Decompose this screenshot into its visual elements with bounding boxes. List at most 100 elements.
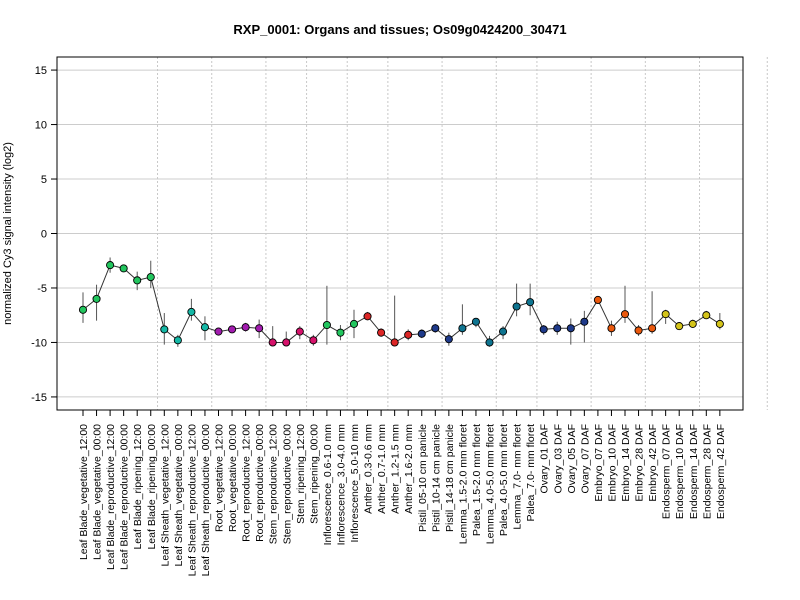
x-tick-label: Embryo_42 DAF	[647, 424, 659, 502]
x-tick-label: Leaf Sheath_vegetative_12:00	[159, 424, 171, 567]
data-point	[417, 329, 426, 338]
data-point	[78, 305, 88, 314]
data-point	[404, 330, 413, 339]
y-tick-label: 0	[41, 229, 47, 241]
data-point	[471, 317, 481, 326]
x-tick-label: Anther_0.3-0.6 mm	[363, 424, 375, 514]
x-tick-label: Palea_4.0-5.0 mm floret	[498, 424, 510, 536]
x-tick-label: Stem_ripening_00:00	[308, 424, 320, 524]
data-point	[715, 319, 724, 328]
x-tick-label: Root_reproductive_12:00	[241, 424, 253, 542]
x-tick-label: Palea_1.5-2.0 mm floret	[471, 424, 483, 536]
x-tick-label: Embryo_10 DAF	[606, 424, 618, 502]
data-points	[78, 261, 724, 347]
y-tick-label: -10	[31, 337, 47, 349]
plot-frame	[56, 56, 744, 411]
x-tick-label: Leaf Blade_vegetative_12:00	[78, 424, 90, 560]
y-axis-label: normalized Cy3 signal intensity (log2)	[2, 142, 14, 325]
y-tick-label: -5	[37, 283, 47, 295]
x-tick-label: Endosperm_28 DAF	[701, 424, 713, 519]
x-axis: Leaf Blade_vegetative_12:00 Leaf Blade_ve…	[78, 410, 727, 576]
x-tick-label: Leaf Blade_ripening_12:00	[132, 424, 144, 550]
x-tick-label: Ovary_01 DAF	[539, 424, 551, 493]
x-tick-label: Anther_0.7-1.0 mm	[376, 424, 388, 514]
data-point	[363, 312, 372, 321]
x-tick-label: Endosperm_10 DAF	[674, 424, 686, 519]
data-point	[512, 302, 521, 311]
data-point	[444, 335, 453, 344]
x-tick-label: Leaf Blade_reproductive_12:00	[105, 424, 117, 570]
x-tick-label: Palea_7.0- mm floret	[525, 424, 537, 522]
x-tick-label: Endosperm_14 DAF	[688, 424, 700, 519]
chart-title: RXP_0001: Organs and tissues; Os09g04242…	[233, 22, 566, 37]
data-point	[580, 317, 589, 326]
data-point	[119, 264, 128, 273]
x-tick-label: Anther_1.2-1.5 mm	[390, 424, 402, 514]
y-tick-label: 5	[41, 174, 47, 186]
data-point	[92, 294, 101, 303]
data-point	[268, 338, 277, 347]
x-tick-label: Inflorescence_3.0-4.0 mm	[335, 424, 347, 546]
x-tick-label: Embryo_14 DAF	[620, 424, 632, 502]
data-point	[498, 327, 508, 336]
data-point	[458, 324, 467, 333]
data-point	[282, 338, 291, 347]
data-point	[133, 276, 142, 285]
data-point	[173, 336, 182, 345]
data-point	[255, 324, 264, 333]
data-point	[431, 324, 440, 333]
y-axis: -15 -10 -5 0 5 10 15	[31, 65, 57, 404]
y-tick-label: 10	[35, 120, 47, 132]
x-tick-label: Leaf Blade_reproductive_00:00	[119, 424, 131, 570]
x-tick-label: Leaf Blade_vegetative_00:00	[92, 424, 104, 560]
data-point	[377, 328, 386, 337]
data-point	[336, 328, 345, 337]
error-bars	[82, 257, 721, 347]
data-point	[648, 324, 657, 333]
x-tick-label: Embryo_28 DAF	[634, 424, 646, 502]
x-tick-label: Leaf Sheath_vegetative_00:00	[173, 424, 185, 567]
horizontal-gridlines	[57, 69, 743, 398]
x-tick-label: Endosperm_07 DAF	[661, 424, 673, 519]
x-tick-label: Root_vegetative_00:00	[227, 424, 239, 532]
x-tick-label: Anther_1.6-2.0 mm	[403, 424, 415, 514]
series-line	[82, 264, 721, 344]
x-tick-label: Pistil_10-14 cm panicle	[430, 424, 442, 532]
data-point	[593, 295, 602, 305]
x-tick-label: Ovary_05 DAF	[566, 424, 578, 493]
data-point	[241, 323, 250, 332]
data-point	[675, 322, 684, 331]
data-point	[688, 319, 697, 328]
x-tick-label: Lemma_7.0- mm floret	[512, 424, 524, 530]
data-point	[309, 336, 318, 345]
x-tick-label: Inflorescence_0.6-1.0 mm	[322, 424, 334, 546]
data-point	[553, 324, 562, 333]
x-tick-label: Leaf Sheath_reproductive_00:00	[200, 424, 212, 577]
x-tick-label: Ovary_07 DAF	[579, 424, 591, 493]
data-point	[634, 326, 643, 335]
data-point	[702, 311, 711, 320]
data-point	[390, 338, 399, 347]
data-point	[227, 325, 237, 334]
data-point	[539, 325, 548, 334]
x-tick-label: Root_reproductive_00:00	[254, 424, 266, 542]
data-point	[566, 324, 575, 333]
x-tick-label: Pistil_05-10 cm panicle	[417, 424, 429, 532]
y-tick-label: -15	[31, 392, 47, 404]
data-point	[146, 273, 155, 282]
data-point	[214, 327, 223, 336]
data-point	[322, 320, 331, 330]
data-point	[485, 338, 494, 347]
x-tick-label: Endosperm_42 DAF	[715, 424, 727, 519]
x-tick-label: Root_vegetative_12:00	[214, 424, 226, 532]
x-tick-label: Stem_reproductive_12:00	[268, 424, 280, 544]
data-point	[295, 327, 304, 336]
x-tick-label: Stem_ripening_12:00	[295, 424, 307, 524]
data-point	[200, 323, 209, 332]
x-tick-label: Inflorescence_5.0-10 mm	[349, 424, 361, 543]
x-tick-label: Ovary_03 DAF	[552, 424, 564, 493]
series-polyline	[82, 264, 721, 344]
x-tick-label: Lemma_4.0-5.0 mm floret	[485, 424, 497, 544]
data-point	[526, 298, 535, 307]
